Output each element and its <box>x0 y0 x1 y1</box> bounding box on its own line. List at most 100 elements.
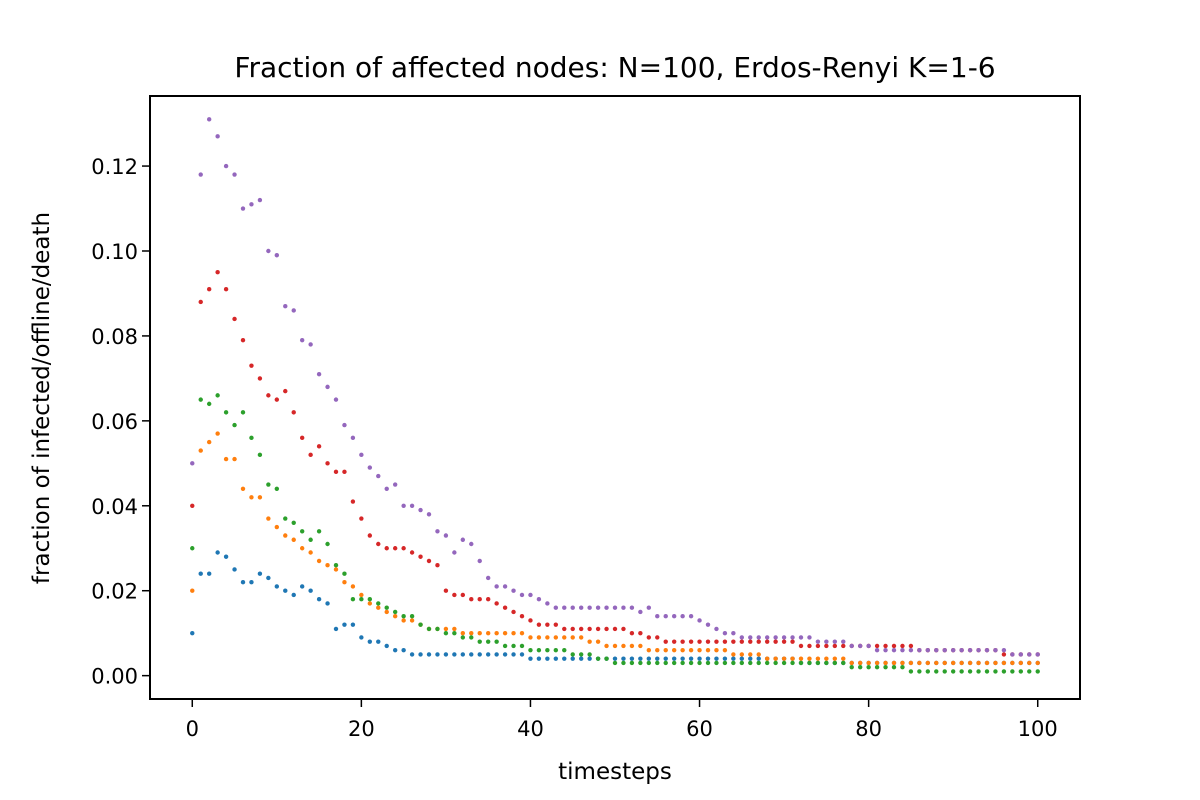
data-point <box>604 643 609 649</box>
data-point <box>409 550 415 555</box>
data-point <box>621 626 626 632</box>
data-point <box>925 669 931 674</box>
data-point <box>266 248 271 254</box>
data-point <box>900 664 905 670</box>
data-point <box>206 439 212 445</box>
data-point <box>452 630 457 636</box>
data-point <box>739 656 745 661</box>
data-point <box>350 622 356 627</box>
data-point <box>900 643 905 649</box>
data-point <box>621 643 626 649</box>
data-point <box>452 550 457 555</box>
data-point <box>232 316 237 322</box>
data-point <box>325 601 330 606</box>
data-point <box>663 656 668 661</box>
data-point <box>781 660 787 666</box>
data-point <box>477 630 482 636</box>
data-point <box>299 337 305 343</box>
data-point <box>807 635 812 640</box>
data-point <box>367 597 373 602</box>
data-point <box>671 660 677 666</box>
data-point <box>638 656 643 661</box>
plot-area-frame <box>149 95 1081 700</box>
data-point <box>392 546 398 551</box>
data-point <box>240 410 246 415</box>
y-tick-label: 0.06 <box>91 410 138 434</box>
data-point <box>502 584 508 589</box>
y-axis-ticks: 0.00 0.02 0.04 0.06 0.08 0.10 0.12 <box>91 155 150 689</box>
data-point <box>646 635 652 640</box>
data-point <box>934 669 939 674</box>
data-point <box>553 647 559 653</box>
data-point <box>325 461 330 466</box>
data-point <box>325 563 330 568</box>
data-point <box>384 605 389 610</box>
data-point <box>934 660 939 666</box>
data-point <box>562 626 567 632</box>
data-point <box>993 647 998 653</box>
data-point <box>342 422 347 428</box>
data-point <box>401 503 406 508</box>
x-tick-label: 80 <box>855 717 882 741</box>
data-point <box>519 630 525 636</box>
data-point <box>866 643 871 649</box>
data-point <box>824 639 829 644</box>
data-point <box>257 452 263 458</box>
data-point <box>917 660 922 666</box>
data-point <box>959 660 964 666</box>
data-point <box>705 639 711 644</box>
data-point <box>359 516 364 521</box>
data-point <box>815 639 821 644</box>
data-point <box>190 588 195 593</box>
data-point <box>308 342 313 347</box>
data-point <box>502 605 508 610</box>
data-point <box>494 639 499 644</box>
data-point <box>452 592 457 598</box>
data-point <box>274 584 280 589</box>
data-point <box>891 664 897 670</box>
data-point <box>883 660 888 666</box>
data-point <box>511 630 516 636</box>
data-point <box>460 652 466 657</box>
data-point <box>376 605 381 610</box>
data-point <box>274 253 280 258</box>
data-point <box>249 363 254 368</box>
data-point <box>376 639 381 644</box>
data-point <box>866 660 871 666</box>
data-point <box>257 571 263 576</box>
data-point <box>519 652 525 657</box>
data-point <box>401 613 406 619</box>
data-point <box>604 656 609 661</box>
data-point <box>426 652 432 657</box>
data-point <box>612 660 618 666</box>
data-point <box>232 172 237 177</box>
data-point <box>249 495 254 500</box>
data-point <box>502 643 508 649</box>
data-point <box>739 660 745 666</box>
data-point <box>807 660 812 666</box>
data-point <box>443 626 449 632</box>
data-point <box>494 652 499 657</box>
data-point <box>815 643 821 649</box>
data-point <box>401 546 406 551</box>
data-point <box>798 656 804 661</box>
data-point <box>257 197 263 203</box>
data-point <box>925 647 931 653</box>
data-point <box>883 664 888 670</box>
data-point <box>655 613 660 619</box>
data-point <box>781 656 787 661</box>
data-point <box>570 626 575 632</box>
data-point <box>798 643 804 649</box>
data-point <box>409 618 415 623</box>
data-point <box>984 669 990 674</box>
data-point <box>494 601 499 606</box>
data-point <box>578 652 584 657</box>
data-point <box>773 660 778 666</box>
data-point <box>359 452 364 458</box>
data-point <box>874 660 880 666</box>
data-point <box>223 163 229 169</box>
data-point <box>908 647 914 653</box>
data-point <box>638 609 643 615</box>
data-point <box>206 117 212 122</box>
data-point <box>714 647 719 653</box>
